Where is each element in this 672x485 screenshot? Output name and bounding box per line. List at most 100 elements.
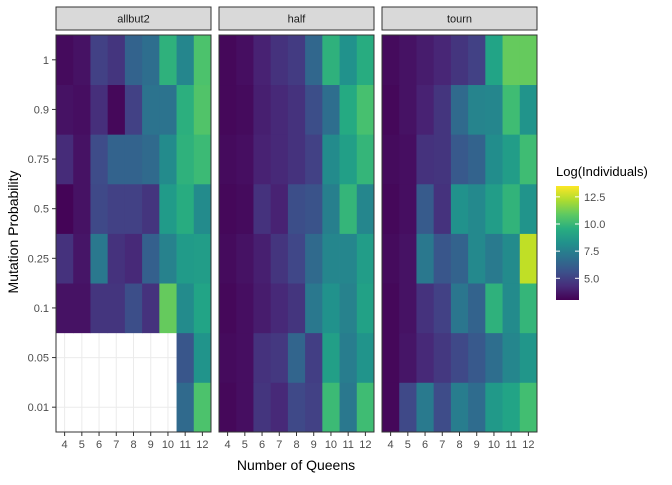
heat-cell-tourn-q12-p0.01 xyxy=(519,382,538,433)
x-axis-title: Number of Queens xyxy=(237,457,355,473)
heat-cell-tourn-q8-p0.25 xyxy=(450,233,469,284)
x-tick-label: 10 xyxy=(162,439,174,451)
heat-cell-tourn-q11-p0.5 xyxy=(502,183,521,234)
heat-cell-tourn-q7-p0.75 xyxy=(433,134,452,185)
heat-cell-allbut2-q4-p0.5 xyxy=(56,183,74,234)
heat-cell-allbut2-q8-p0.9 xyxy=(124,84,143,135)
heat-cell-tourn-q12-p0.5 xyxy=(519,183,538,234)
heat-cell-half-q7-p0.75 xyxy=(270,134,289,185)
heat-cell-allbut2-q11-p0.1 xyxy=(176,283,195,334)
heat-cell-half-q5-p0.5 xyxy=(236,183,254,234)
heat-cell-tourn-q9-p0.01 xyxy=(468,382,486,433)
heat-cell-allbut2-q10-p1 xyxy=(159,35,177,86)
panel-half: half 4 5 6 7 8 9 10 11 12 xyxy=(218,6,375,451)
heat-cell-half-q6-p1 xyxy=(253,35,272,86)
legend-ticks: 5.0 7.5 10.0 12.5 xyxy=(556,192,605,285)
heat-cell-half-q8-p0.9 xyxy=(287,84,306,135)
heat-cell-allbut2-q4-p0.9 xyxy=(56,84,74,135)
heat-cell-tourn-q6-p0.25 xyxy=(416,233,435,284)
legend-tick-label: 12.5 xyxy=(584,192,605,204)
heat-cell-tourn-q8-p0.05 xyxy=(450,332,469,383)
y-axis: 0.01 0.05 0.1 0.25 0.5 0.75 0.9 1 xyxy=(28,55,56,414)
heat-cell-half-q9-p0.25 xyxy=(305,233,323,284)
heat-cell-tourn-q12-p0.25 xyxy=(519,233,538,284)
heat-cell-half-q6-p0.05 xyxy=(253,332,272,383)
heat-cell-half-q9-p1 xyxy=(305,35,323,86)
heat-cell-allbut2-q10-p0.75 xyxy=(159,134,177,185)
x-tick-label: 8 xyxy=(130,439,136,451)
heat-cell-tourn-q12-p0.05 xyxy=(519,332,538,383)
heat-cell-half-q12-p0.05 xyxy=(356,332,375,383)
heat-cell-tourn-q11-p0.1 xyxy=(502,283,521,334)
x-tick-label: 7 xyxy=(439,439,445,451)
heat-cell-tourn-q11-p0.25 xyxy=(502,233,521,284)
heat-cell-tourn-q8-p0.01 xyxy=(450,382,469,433)
heat-cell-half-q7-p0.25 xyxy=(270,233,289,284)
heat-cell-tourn-q7-p0.1 xyxy=(433,283,452,334)
heat-cell-half-q4-p0.25 xyxy=(219,233,237,284)
heat-cell-half-q9-p0.9 xyxy=(305,84,323,135)
heat-cell-allbut2-q11-p0.75 xyxy=(176,134,195,185)
x-tick-label: 5 xyxy=(405,439,411,451)
heat-cell-tourn-q11-p0.75 xyxy=(502,134,521,185)
heat-cell-half-q4-p0.5 xyxy=(219,183,237,234)
heat-cell-half-q9-p0.01 xyxy=(305,382,323,433)
heat-cell-tourn-q8-p0.5 xyxy=(450,183,469,234)
heat-cell-allbut2-q6-p0.9 xyxy=(90,84,109,135)
y-tick-label: 0.05 xyxy=(28,353,49,365)
legend-tick-label: 10.0 xyxy=(584,219,605,231)
heat-cell-tourn-q8-p0.9 xyxy=(450,84,469,135)
heat-cell-tourn-q9-p0.75 xyxy=(468,134,486,185)
heat-cell-half-q4-p0.05 xyxy=(219,332,237,383)
heat-cell-tourn-q12-p0.75 xyxy=(519,134,538,185)
heat-cell-half-q5-p0.05 xyxy=(236,332,254,383)
heat-cell-allbut2-q12-p0.5 xyxy=(193,183,212,234)
heat-cell-allbut2-q7-p1 xyxy=(107,35,126,86)
heat-cell-half-q6-p0.75 xyxy=(253,134,272,185)
heat-cell-tourn-q11-p0.01 xyxy=(502,382,521,433)
heat-cell-allbut2-q5-p0.75 xyxy=(73,134,91,185)
heat-cell-allbut2-q12-p0.05 xyxy=(193,332,212,383)
heat-cell-tourn-q5-p0.25 xyxy=(399,233,417,284)
heat-cell-allbut2-q9-p0.25 xyxy=(142,233,160,284)
heat-cell-half-q5-p0.25 xyxy=(236,233,254,284)
x-tick-label: 5 xyxy=(242,439,248,451)
heat-cell-half-q10-p1 xyxy=(322,35,340,86)
heat-cell-half-q11-p0.5 xyxy=(339,183,358,234)
x-tick-label: 11 xyxy=(342,439,353,451)
heat-cell-half-q12-p1 xyxy=(356,35,375,86)
heat-cell-allbut2-q11-p1 xyxy=(176,35,195,86)
heat-cell-half-q8-p0.01 xyxy=(287,382,306,433)
heat-cell-allbut2-q10-p0.5 xyxy=(159,183,177,234)
heat-cell-tourn-q10-p0.5 xyxy=(485,183,503,234)
heat-cell-tourn-q11-p1 xyxy=(502,35,521,86)
facet-label-tourn: tourn xyxy=(447,14,472,26)
heat-cell-tourn-q8-p0.1 xyxy=(450,283,469,334)
heat-cell-allbut2-q5-p0.5 xyxy=(73,183,91,234)
heat-cell-half-q6-p0.5 xyxy=(253,183,272,234)
heat-cell-half-q5-p0.9 xyxy=(236,84,254,135)
heat-cell-allbut2-q8-p1 xyxy=(124,35,143,86)
heat-cell-half-q9-p0.75 xyxy=(305,134,323,185)
heat-cell-half-q9-p0.05 xyxy=(305,332,323,383)
x-tick-label: 4 xyxy=(62,439,68,451)
heat-cell-half-q12-p0.01 xyxy=(356,382,375,433)
heat-cell-allbut2-q11-p0.9 xyxy=(176,84,195,135)
heat-cell-allbut2-q9-p0.75 xyxy=(142,134,160,185)
heat-cell-tourn-q7-p1 xyxy=(433,35,452,86)
heat-cell-half-q6-p0.1 xyxy=(253,283,272,334)
heat-cell-tourn-q5-p0.01 xyxy=(399,382,417,433)
heat-cell-tourn-q4-p0.01 xyxy=(382,382,400,433)
x-tick-label: 7 xyxy=(276,439,282,451)
heat-cell-tourn-q10-p0.01 xyxy=(485,382,503,433)
heat-cell-half-q4-p1 xyxy=(219,35,237,86)
heat-cell-half-q10-p0.05 xyxy=(322,332,340,383)
heat-cell-half-q4-p0.9 xyxy=(219,84,237,135)
heat-cell-half-q5-p0.75 xyxy=(236,134,254,185)
heat-cell-tourn-q6-p0.1 xyxy=(416,283,435,334)
x-tick-label: 4 xyxy=(388,439,394,451)
heat-cell-tourn-q6-p0.01 xyxy=(416,382,435,433)
